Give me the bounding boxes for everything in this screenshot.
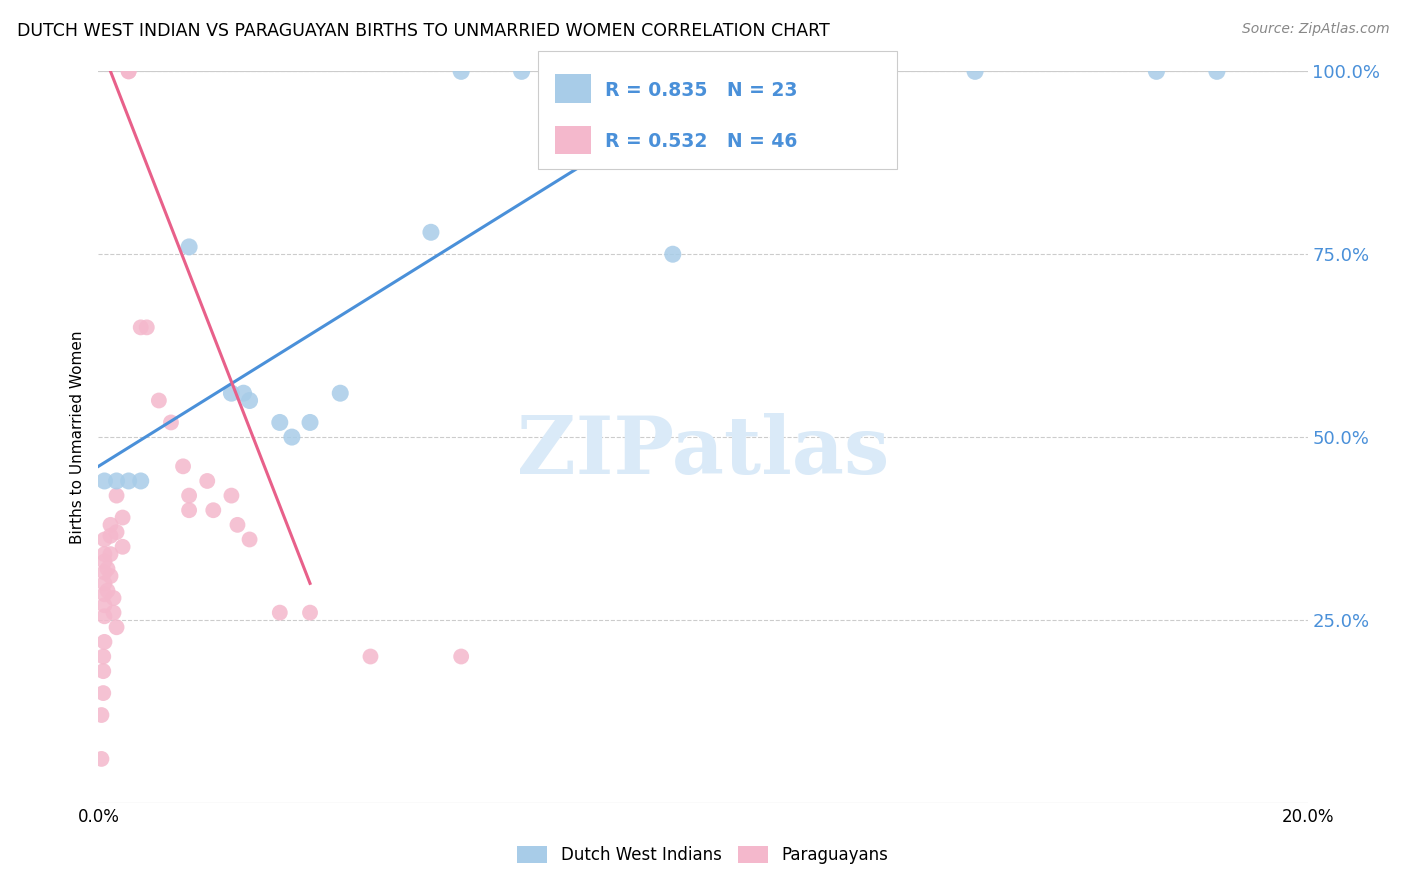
Point	[179, 503, 201, 517]
Point	[96, 562, 118, 576]
Point	[329, 386, 352, 401]
Point	[93, 554, 115, 568]
Point	[100, 569, 122, 583]
Point	[93, 576, 115, 591]
Point	[281, 430, 304, 444]
Point	[91, 664, 114, 678]
Point	[93, 635, 115, 649]
Point	[269, 416, 291, 430]
Point	[195, 474, 218, 488]
Text: ZIPatlas: ZIPatlas	[517, 413, 889, 491]
Point	[239, 533, 262, 547]
Point	[269, 606, 291, 620]
Text: Source: ZipAtlas.com: Source: ZipAtlas.com	[1241, 22, 1389, 37]
Point	[111, 510, 134, 524]
Point	[160, 416, 183, 430]
Point	[148, 393, 170, 408]
Text: DUTCH WEST INDIAN VS PARAGUAYAN BIRTHS TO UNMARRIED WOMEN CORRELATION CHART: DUTCH WEST INDIAN VS PARAGUAYAN BIRTHS T…	[17, 22, 830, 40]
Point	[129, 320, 152, 334]
Point	[360, 649, 382, 664]
Point	[299, 606, 322, 620]
Point	[450, 649, 472, 664]
Point	[100, 517, 122, 532]
Point	[118, 64, 141, 78]
Point	[239, 393, 262, 408]
Point	[91, 649, 114, 664]
Point	[93, 599, 115, 613]
Point	[179, 489, 201, 503]
Legend: Dutch West Indians, Paraguayans: Dutch West Indians, Paraguayans	[517, 846, 889, 864]
Point	[1206, 64, 1229, 78]
Point	[135, 320, 157, 334]
Point	[118, 474, 141, 488]
Point	[571, 64, 593, 78]
Point	[90, 752, 112, 766]
Point	[105, 525, 128, 540]
Point	[105, 620, 128, 634]
Point	[105, 474, 128, 488]
Point	[118, 64, 141, 78]
Point	[129, 474, 152, 488]
Text: R = 0.835   N = 23: R = 0.835 N = 23	[605, 80, 797, 100]
Point	[965, 64, 987, 78]
Point	[202, 503, 225, 517]
Point	[100, 547, 122, 561]
Point	[96, 583, 118, 598]
Point	[172, 459, 194, 474]
Point	[100, 529, 122, 543]
Point	[179, 240, 201, 254]
Point	[221, 489, 243, 503]
Point	[93, 609, 115, 624]
Point	[103, 606, 125, 620]
Point	[420, 225, 443, 239]
Point	[299, 416, 322, 430]
Point	[105, 489, 128, 503]
Point	[91, 686, 114, 700]
Point	[692, 64, 714, 78]
Point	[90, 708, 112, 723]
Y-axis label: Births to Unmarried Women: Births to Unmarried Women	[70, 330, 86, 544]
Point	[226, 517, 249, 532]
Point	[103, 591, 125, 605]
Point	[510, 64, 533, 78]
Point	[93, 566, 115, 580]
Point	[1146, 64, 1168, 78]
Point	[232, 386, 254, 401]
Point	[93, 587, 115, 601]
Point	[93, 547, 115, 561]
Point	[93, 474, 115, 488]
Point	[93, 533, 115, 547]
Point	[221, 386, 243, 401]
Text: R = 0.532   N = 46: R = 0.532 N = 46	[605, 132, 797, 152]
Point	[661, 247, 683, 261]
Point	[111, 540, 134, 554]
Point	[450, 64, 472, 78]
Point	[783, 64, 806, 78]
